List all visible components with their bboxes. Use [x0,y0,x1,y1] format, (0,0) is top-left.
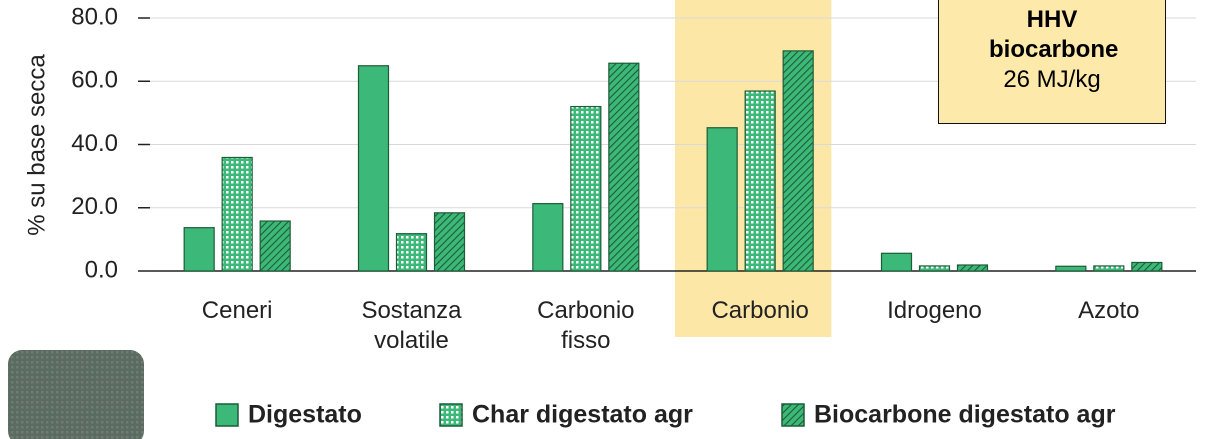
bar [260,221,290,271]
y-axis-label: % su base secca [23,54,50,236]
annotation-title: HHV biocarbone [939,5,1165,65]
bar [609,63,639,271]
photo-texture [8,350,144,439]
bar [397,234,427,271]
bar [745,91,775,271]
legend-label: Biocarbone digestato agr [814,401,1116,429]
legend-label: Char digestato agr [472,401,693,429]
annotation-text: 26 MJ/kg [939,65,1165,95]
x-tick-label: Azoto [1034,296,1184,326]
annotation: HHV biocarbone 26 MJ/kg [938,0,1166,124]
bar [1094,266,1124,271]
x-tick-label: Ceneri [162,296,312,326]
bar [707,128,737,271]
bar [222,157,252,271]
y-tick-label: 0.0 [85,256,118,283]
x-tick-label: Sostanza volatile [337,296,487,356]
legend-label: Digestato [248,401,362,429]
bar [783,51,813,271]
y-tick-label: 60.0 [71,67,118,94]
bar [571,107,601,271]
x-tick-label: Carbonio [685,296,835,326]
x-tick-label: Idrogeno [860,296,1010,326]
legend-swatch [782,404,804,426]
y-tick-label: 20.0 [71,193,118,220]
legend-swatch [440,404,462,426]
bar [920,266,950,271]
bar [184,228,214,271]
x-tick-label: Carbonio fisso [511,296,661,356]
bar [533,204,563,271]
page: % su base secca 0.0 20.0 40.0 60.0 80.0 Diges… [0,0,1206,439]
y-tick-label: 40.0 [71,130,118,157]
bar [359,66,389,271]
bar [1132,262,1162,271]
bar [1056,266,1086,271]
y-tick-label: 80.0 [71,3,118,30]
legend-swatch [216,404,238,426]
bar [435,213,465,271]
bar [958,265,988,271]
bar [882,253,912,271]
